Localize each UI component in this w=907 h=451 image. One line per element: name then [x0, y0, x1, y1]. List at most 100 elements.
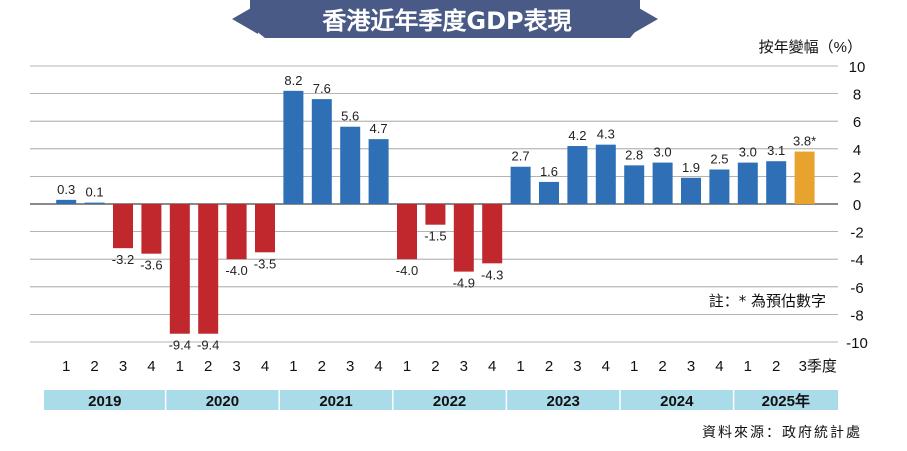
quarter-label: 2	[772, 358, 780, 375]
year-segment	[620, 390, 734, 410]
y-tick-label: -6	[850, 280, 863, 297]
bar	[226, 204, 247, 260]
data-label: 4.3	[597, 127, 615, 142]
quarter-label: 1	[176, 358, 184, 375]
bar	[141, 204, 162, 254]
data-label: 7.6	[313, 81, 331, 96]
source-note: 資料來源：政府統計處	[702, 425, 862, 441]
bar	[84, 202, 105, 204]
y-tick-label: 0	[853, 197, 861, 214]
title-left-arrow	[232, 4, 258, 34]
quarter-label: 4	[261, 358, 269, 375]
data-label: -3.6	[140, 258, 162, 273]
title-banner: 香港近年季度GDP表現	[232, 0, 658, 38]
bar	[397, 204, 417, 260]
quarter-label: 2	[204, 358, 212, 375]
data-label: 2.5	[710, 152, 728, 167]
year-label: 2019	[88, 393, 121, 410]
estimate-note: 註：* 為預估數字	[709, 292, 826, 310]
bar	[169, 204, 190, 334]
data-label: 3.0	[654, 145, 672, 160]
y-tick-label: 10	[849, 59, 866, 76]
quarter-label: 2	[545, 358, 553, 375]
bar	[510, 166, 531, 204]
quarter-label: 2	[90, 358, 98, 375]
year-label: 2021	[319, 393, 352, 410]
quarter-label: 4	[488, 358, 496, 375]
quarter-label: 3	[573, 358, 581, 375]
y-tick-label: 8	[853, 87, 861, 104]
bar	[794, 151, 815, 204]
year-segment	[44, 390, 166, 410]
bar	[737, 162, 758, 204]
data-label: 3.1	[767, 143, 785, 158]
quarter-label: 1	[289, 358, 297, 375]
data-label: 1.9	[682, 160, 700, 175]
quarter-label: 1	[403, 358, 411, 375]
y-tick-label: -2	[850, 225, 863, 242]
data-label: -9.4	[169, 338, 191, 353]
data-label: 0.1	[86, 185, 104, 200]
year-label: 2025年	[762, 392, 810, 410]
y-tick-label: -8	[850, 307, 863, 324]
quarter-label: 3	[119, 358, 127, 375]
y-tick-label: -10	[846, 335, 868, 352]
data-labels: 0.3 0.1 -3.2 -3.6 -9.4 -9.4 -4.0 -3.5 8.2 7.6 5.6 4…	[57, 73, 816, 353]
bar	[652, 162, 673, 204]
quarter-label: 3	[460, 358, 468, 375]
quarter-labels: 1 2 3 4 1 2 3 4 1 2 3 4 1 2 3 4 1 2 3 4 1 2 3 4 1 2 3季度	[62, 358, 837, 375]
bar	[482, 204, 503, 264]
quarter-label: 4	[715, 358, 723, 375]
year-segment	[165, 390, 280, 410]
bar	[255, 204, 275, 253]
data-label: 8.2	[284, 73, 302, 88]
quarter-label: 2	[318, 358, 326, 375]
quarter-label: 3季度	[799, 358, 837, 375]
bar	[766, 161, 787, 204]
bar	[624, 165, 645, 204]
quarter-label: 2	[431, 358, 439, 375]
data-label: -4.0	[225, 263, 247, 278]
bar	[340, 126, 361, 204]
data-label: 0.3	[57, 182, 75, 197]
title-background	[250, 0, 640, 38]
data-label: 4.7	[370, 121, 388, 136]
bar	[567, 146, 588, 204]
data-label: 2.7	[512, 149, 530, 164]
quarter-label: 4	[374, 358, 382, 375]
bar	[283, 90, 304, 204]
bar	[198, 204, 219, 334]
year-segment	[392, 390, 507, 410]
bar	[539, 181, 559, 204]
bar	[425, 204, 446, 225]
year-segment	[733, 390, 838, 410]
year-label: 2024	[660, 393, 694, 410]
y-axis-ticks: 10 8 6 4 2 0 -2 -4 -6 -8 -10	[846, 59, 868, 352]
y-tick-label: 2	[853, 169, 861, 186]
y-tick-label: 4	[853, 142, 861, 159]
bar	[709, 169, 730, 204]
y-tick-label: 6	[853, 114, 861, 131]
year-label: 2022	[433, 393, 466, 410]
quarter-label: 3	[687, 358, 695, 375]
chart-title: 香港近年季度GDP表現	[322, 7, 571, 35]
bar	[595, 144, 616, 204]
year-band: 2019 2020 2021 2022 2023 2024 2025年	[44, 390, 838, 410]
year-label: 2020	[206, 393, 239, 410]
data-label: 1.6	[540, 164, 558, 179]
data-label: 3.0	[739, 145, 757, 160]
data-label: -9.4	[197, 338, 219, 353]
quarter-label: 3	[346, 358, 354, 375]
bar	[56, 199, 77, 204]
bar	[368, 139, 389, 204]
year-segment	[279, 390, 393, 410]
title-right-arrow	[632, 4, 658, 34]
data-label: 5.6	[341, 109, 359, 124]
year-segment	[506, 390, 620, 410]
data-label: 4.2	[568, 128, 586, 143]
quarter-label: 1	[516, 358, 524, 375]
data-label: -4.0	[396, 263, 418, 278]
bar	[113, 204, 133, 249]
y-tick-label: -4	[850, 252, 863, 269]
data-label: -4.3	[481, 267, 503, 282]
